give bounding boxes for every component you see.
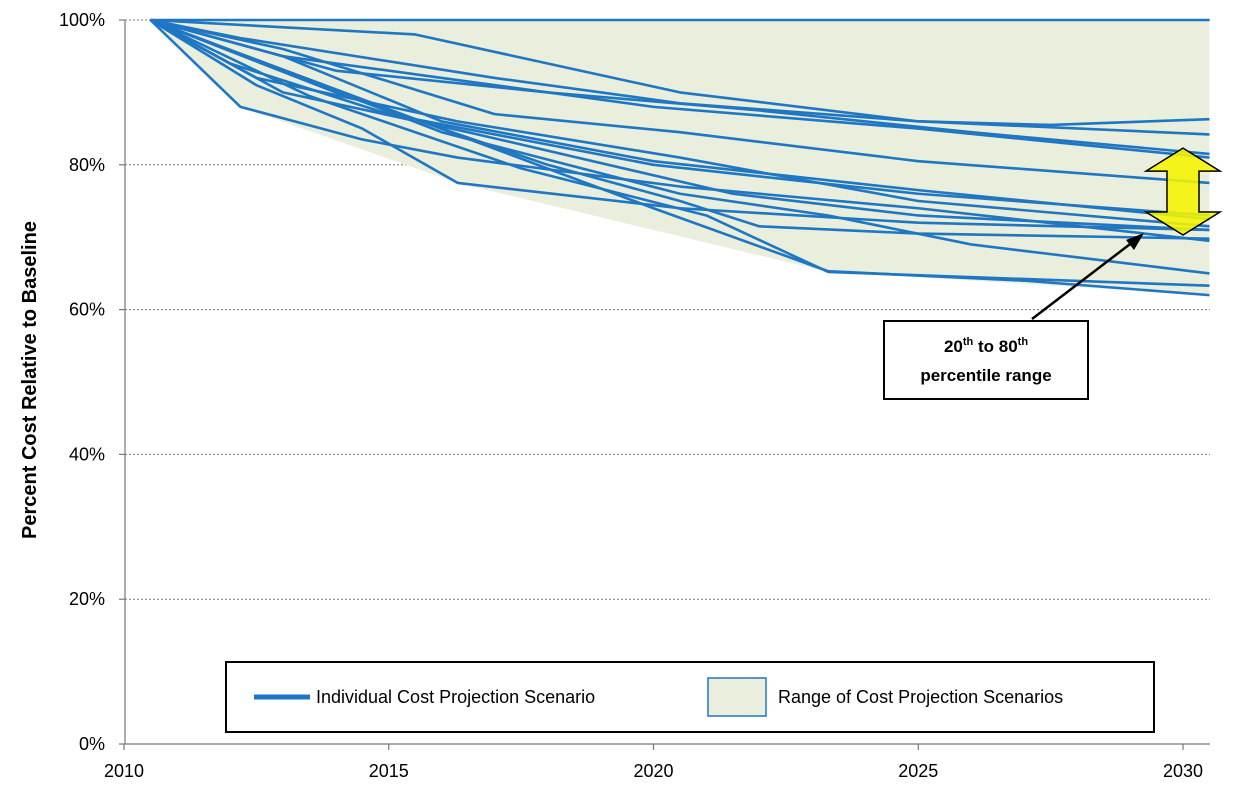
series-line xyxy=(149,18,1210,232)
series-line xyxy=(149,19,1210,243)
y-axis-label: Percent Cost Relative to Baseline xyxy=(19,221,41,539)
legend-label-individual: Individual Cost Projection Scenario xyxy=(316,687,595,707)
y-tick-label: 80% xyxy=(69,155,105,175)
series-lines xyxy=(149,18,1210,297)
x-tick-label: 2015 xyxy=(369,761,409,781)
series-line xyxy=(150,18,1210,127)
legend-box xyxy=(225,661,1155,733)
annotation-callout: 20th to 80th percentile range xyxy=(883,233,1144,400)
annotation-line-1: 20th to 80th xyxy=(944,336,1028,356)
percentile-double-arrow xyxy=(1143,147,1223,236)
x-tick-label: 2010 xyxy=(104,761,144,781)
y-tick-label: 40% xyxy=(69,444,105,464)
x-tick-label: 2030 xyxy=(1163,761,1203,781)
legend-label-range: Range of Cost Projection Scenarios xyxy=(778,687,1063,707)
annotation-line-2: percentile range xyxy=(920,366,1051,385)
axes xyxy=(124,20,1210,745)
series-line xyxy=(150,18,1210,185)
annotation-pointer xyxy=(1031,237,1139,320)
tick-labels: 0% 20% 40% 60% 80% 100% 2010 2015 2020 2025 2030 xyxy=(59,10,1203,781)
x-tick-label: 2025 xyxy=(898,761,938,781)
legend-fill-swatch xyxy=(707,677,767,717)
y-tick-label: 60% xyxy=(69,300,105,320)
y-tick-label: 20% xyxy=(69,589,105,609)
x-tick-label: 2020 xyxy=(633,761,673,781)
series-line xyxy=(150,18,1210,297)
series-line xyxy=(149,18,1210,232)
series-line xyxy=(150,18,1210,156)
percentile-range-arrow xyxy=(1143,147,1223,236)
y-tick-label: 100% xyxy=(59,10,105,30)
annotation-box xyxy=(883,320,1089,400)
series-line xyxy=(150,18,1210,221)
legend: Individual Cost Projection Scenario Rang… xyxy=(225,661,1155,733)
annotation-arrowhead xyxy=(1126,233,1144,250)
y-tick-label: 0% xyxy=(79,734,105,754)
